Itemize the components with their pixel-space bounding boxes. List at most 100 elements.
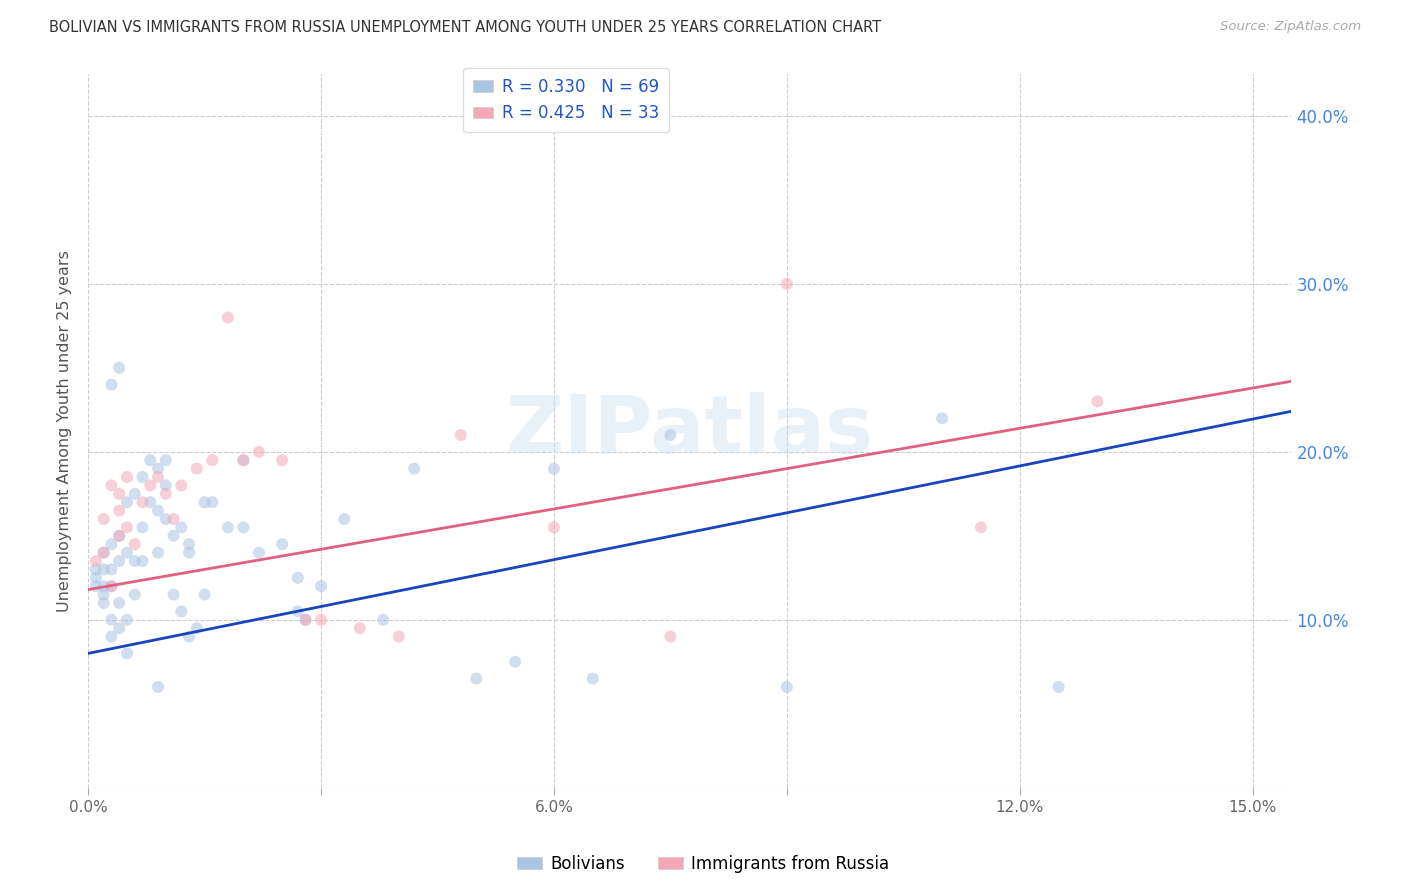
Point [1085,394,1108,409]
Point [1047,680,1070,694]
Point [659,428,682,442]
Point [108,529,131,543]
Point [309,613,332,627]
Point [373,613,395,627]
Point [170,604,193,618]
Point [84,554,107,568]
Point [333,512,356,526]
Point [155,487,177,501]
Point [115,646,138,660]
Point [232,453,254,467]
Point [162,512,184,526]
Y-axis label: Unemployment Among Youth under 25 years: Unemployment Among Youth under 25 years [58,250,72,612]
Point [93,588,115,602]
Point [124,487,146,501]
Point [124,554,146,568]
Point [776,277,799,291]
Point [146,503,169,517]
Point [177,546,200,560]
Point [139,478,162,492]
Point [217,520,239,534]
Point [131,495,153,509]
Point [84,571,107,585]
Point [450,428,472,442]
Point [100,537,122,551]
Point [155,453,177,467]
Legend: Bolivians, Immigrants from Russia: Bolivians, Immigrants from Russia [510,848,896,880]
Point [146,470,169,484]
Point [232,520,254,534]
Point [170,520,193,534]
Point [100,562,122,576]
Point [543,520,565,534]
Point [247,445,270,459]
Point [100,630,122,644]
Point [84,579,107,593]
Point [146,461,169,475]
Point [194,588,217,602]
Point [108,621,131,635]
Point [93,579,115,593]
Point [139,495,162,509]
Point [170,478,193,492]
Point [131,470,153,484]
Point [271,537,294,551]
Point [93,596,115,610]
Point [108,596,131,610]
Point [776,680,799,694]
Point [93,546,115,560]
Point [93,546,115,560]
Point [970,520,993,534]
Point [115,495,138,509]
Point [124,537,146,551]
Point [247,546,270,560]
Point [659,630,682,644]
Point [108,503,131,517]
Point [146,546,169,560]
Point [287,571,309,585]
Point [100,478,122,492]
Point [162,588,184,602]
Point [100,613,122,627]
Point [100,579,122,593]
Point [931,411,953,425]
Text: ZIPatlas: ZIPatlas [506,392,875,470]
Point [108,360,131,375]
Point [582,672,605,686]
Point [93,512,115,526]
Point [115,546,138,560]
Point [131,554,153,568]
Point [108,554,131,568]
Point [177,630,200,644]
Text: BOLIVIAN VS IMMIGRANTS FROM RUSSIA UNEMPLOYMENT AMONG YOUTH UNDER 25 YEARS CORRE: BOLIVIAN VS IMMIGRANTS FROM RUSSIA UNEMP… [49,20,882,35]
Point [294,613,316,627]
Text: Source: ZipAtlas.com: Source: ZipAtlas.com [1220,20,1361,33]
Point [294,613,316,627]
Point [131,520,153,534]
Point [201,453,224,467]
Point [100,377,122,392]
Point [271,453,294,467]
Point [309,579,332,593]
Point [201,495,224,509]
Point [155,478,177,492]
Point [162,529,184,543]
Legend: R = 0.330   N = 69, R = 0.425   N = 33: R = 0.330 N = 69, R = 0.425 N = 33 [464,68,669,132]
Point [388,630,411,644]
Point [108,487,131,501]
Point [349,621,371,635]
Point [186,461,208,475]
Point [84,562,107,576]
Point [186,621,208,635]
Point [100,579,122,593]
Point [139,453,162,467]
Point [115,520,138,534]
Point [404,461,426,475]
Point [287,604,309,618]
Point [543,461,565,475]
Point [217,310,239,325]
Point [115,470,138,484]
Point [232,453,254,467]
Point [465,672,488,686]
Point [177,537,200,551]
